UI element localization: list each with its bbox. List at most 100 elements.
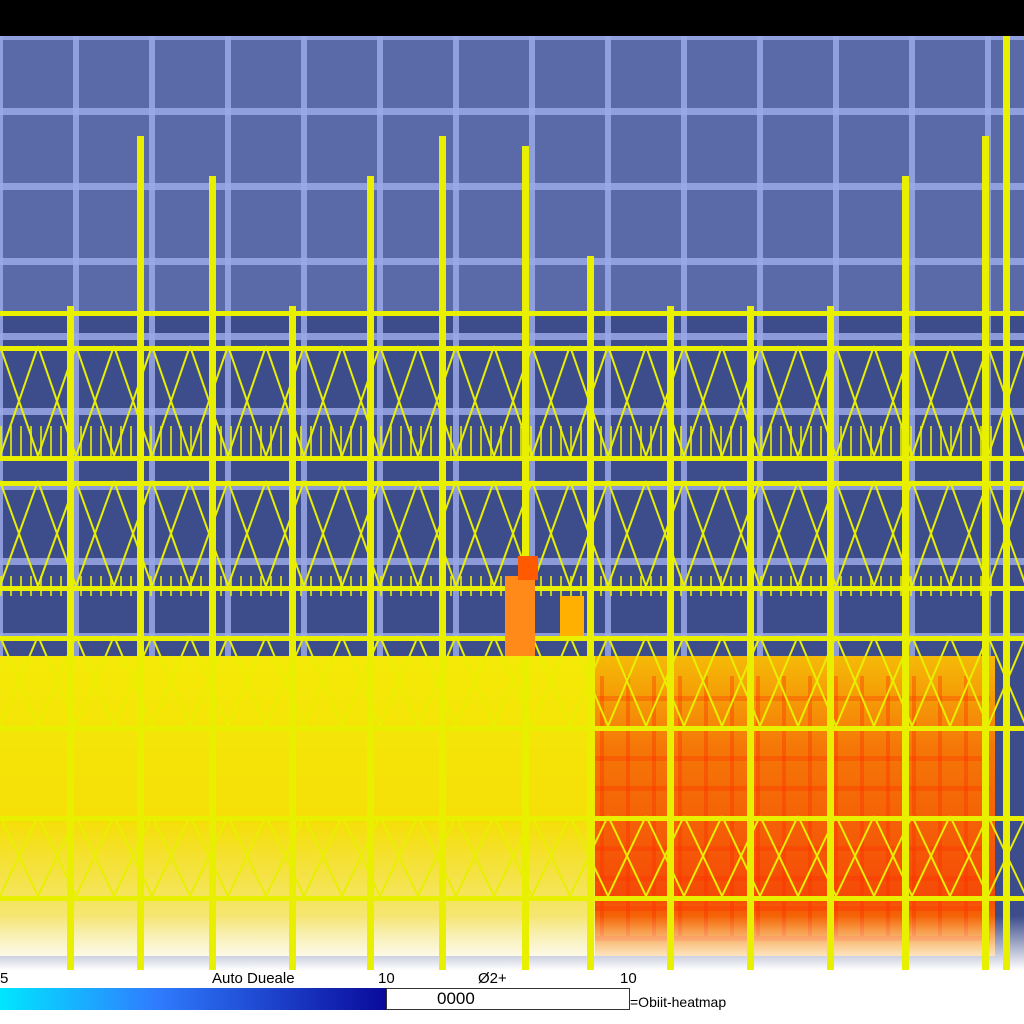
grid-beam (0, 558, 1024, 565)
scaffold-rail (760, 576, 762, 596)
scaffold-brace (645, 480, 685, 587)
scaffold-deck (0, 456, 1024, 461)
grid-beam (0, 108, 1024, 115)
scaffold-rail (10, 576, 12, 596)
scaffold-rail (840, 576, 842, 596)
scaffold-brace (987, 817, 1024, 897)
scaffold-brace (683, 635, 723, 727)
value-c-label: 10 (620, 970, 637, 987)
render-viewport[interactable] (0, 36, 1024, 970)
colormap-label[interactable]: =Obiit-heatmap (630, 994, 727, 1010)
scaffold-brace (227, 815, 267, 897)
scaffold-rail (90, 426, 92, 456)
scaffold-brace (303, 635, 343, 727)
scaffold-brace (455, 635, 495, 727)
scaffold-rail (80, 426, 82, 456)
scaffold-rail (830, 426, 832, 456)
scaffold-rail (680, 426, 682, 456)
scaffold-rail (260, 426, 262, 456)
scaffold-rail (660, 426, 662, 456)
scaffold-brace (607, 815, 647, 897)
hot-stripe (756, 676, 760, 936)
scaffold-rail (230, 576, 232, 596)
scaffold-brace (189, 815, 229, 897)
scaffold-rail (620, 426, 622, 456)
scaffold-mast (587, 256, 594, 970)
scaffold-brace (151, 345, 191, 457)
colormap-ramp[interactable] (0, 988, 386, 1010)
scaffold-brace (949, 815, 989, 897)
hot-stripe (808, 676, 812, 936)
scaffold-rail (520, 426, 522, 456)
scaffold-rail (0, 576, 2, 596)
scaffold-brace (835, 480, 875, 587)
scaffold-rail (790, 426, 792, 456)
scaffold-brace (607, 345, 647, 457)
scaffold-rail (400, 426, 402, 456)
scaffold-brace (873, 815, 913, 897)
value-field[interactable]: 0000 (386, 988, 630, 1010)
scaffold-rail (770, 576, 772, 596)
hot-stripe (860, 676, 864, 936)
scaffold-rail (760, 426, 762, 456)
scaffold-rail (190, 576, 192, 596)
scaffold-rail (870, 426, 872, 456)
hot-stripe (964, 676, 968, 936)
scaffold-rail (850, 576, 852, 596)
hot-stripe (912, 676, 916, 936)
scaffold-rail (10, 426, 12, 456)
mode-label[interactable]: Auto Dueale (212, 970, 295, 987)
scaffold-brace (835, 815, 875, 897)
scaffold-brace (835, 635, 875, 727)
scaffold-brace (37, 480, 77, 587)
scaffold-rail (920, 426, 922, 456)
scaffold-brace (949, 345, 989, 457)
scaffold-brace (493, 480, 533, 587)
hot-stripe (886, 676, 890, 936)
scaffold-deck (0, 346, 1024, 351)
scaffold-brace (113, 635, 153, 727)
scaffold-brace (37, 635, 77, 727)
scaffold-brace (379, 635, 419, 727)
scaffold-brace (607, 635, 647, 727)
scaffold-rail (690, 426, 692, 456)
grid-beam (0, 258, 1024, 265)
scaffold-brace (683, 815, 723, 897)
scaffold-brace (379, 815, 419, 897)
scaffold-brace (569, 635, 609, 727)
scaffold-rail (620, 576, 622, 596)
scaffold-rail (900, 426, 902, 456)
grid-beam (0, 183, 1024, 190)
scaffold-brace (189, 635, 229, 727)
scaffold-rail (560, 426, 562, 456)
scaffold-heatmap-scene (0, 36, 1024, 970)
scaffold-rail (390, 426, 392, 456)
scaffold-rail (780, 426, 782, 456)
scaffold-rail (40, 426, 42, 456)
scaffold-rail (420, 426, 422, 456)
scaffold-rail (60, 576, 62, 596)
scaffold-rail (570, 576, 572, 596)
scaffold-rail (440, 426, 442, 456)
scaffold-rail (630, 426, 632, 456)
scaffold-rail (140, 426, 142, 456)
scaffold-rail (710, 426, 712, 456)
hot-stripe (834, 676, 838, 936)
scaffold-rail (160, 426, 162, 456)
scaffold-brace (949, 635, 989, 727)
scaffold-rail (60, 426, 62, 456)
scaffold-rail (550, 576, 552, 596)
scaffold-rail (890, 576, 892, 596)
scaffold-rail (510, 426, 512, 456)
hot-band (595, 906, 990, 911)
scaffold-brace (189, 345, 229, 457)
hot-band (595, 756, 990, 761)
scaffold-rail (170, 576, 172, 596)
scaffold-rail (0, 426, 2, 456)
scaffold-brace (113, 815, 153, 897)
scaffold-rail (280, 576, 282, 596)
scaffold-rail (610, 576, 612, 596)
scaffold-rail (400, 576, 402, 596)
scaffold-rail (880, 426, 882, 456)
scaffold-brace (607, 480, 647, 587)
